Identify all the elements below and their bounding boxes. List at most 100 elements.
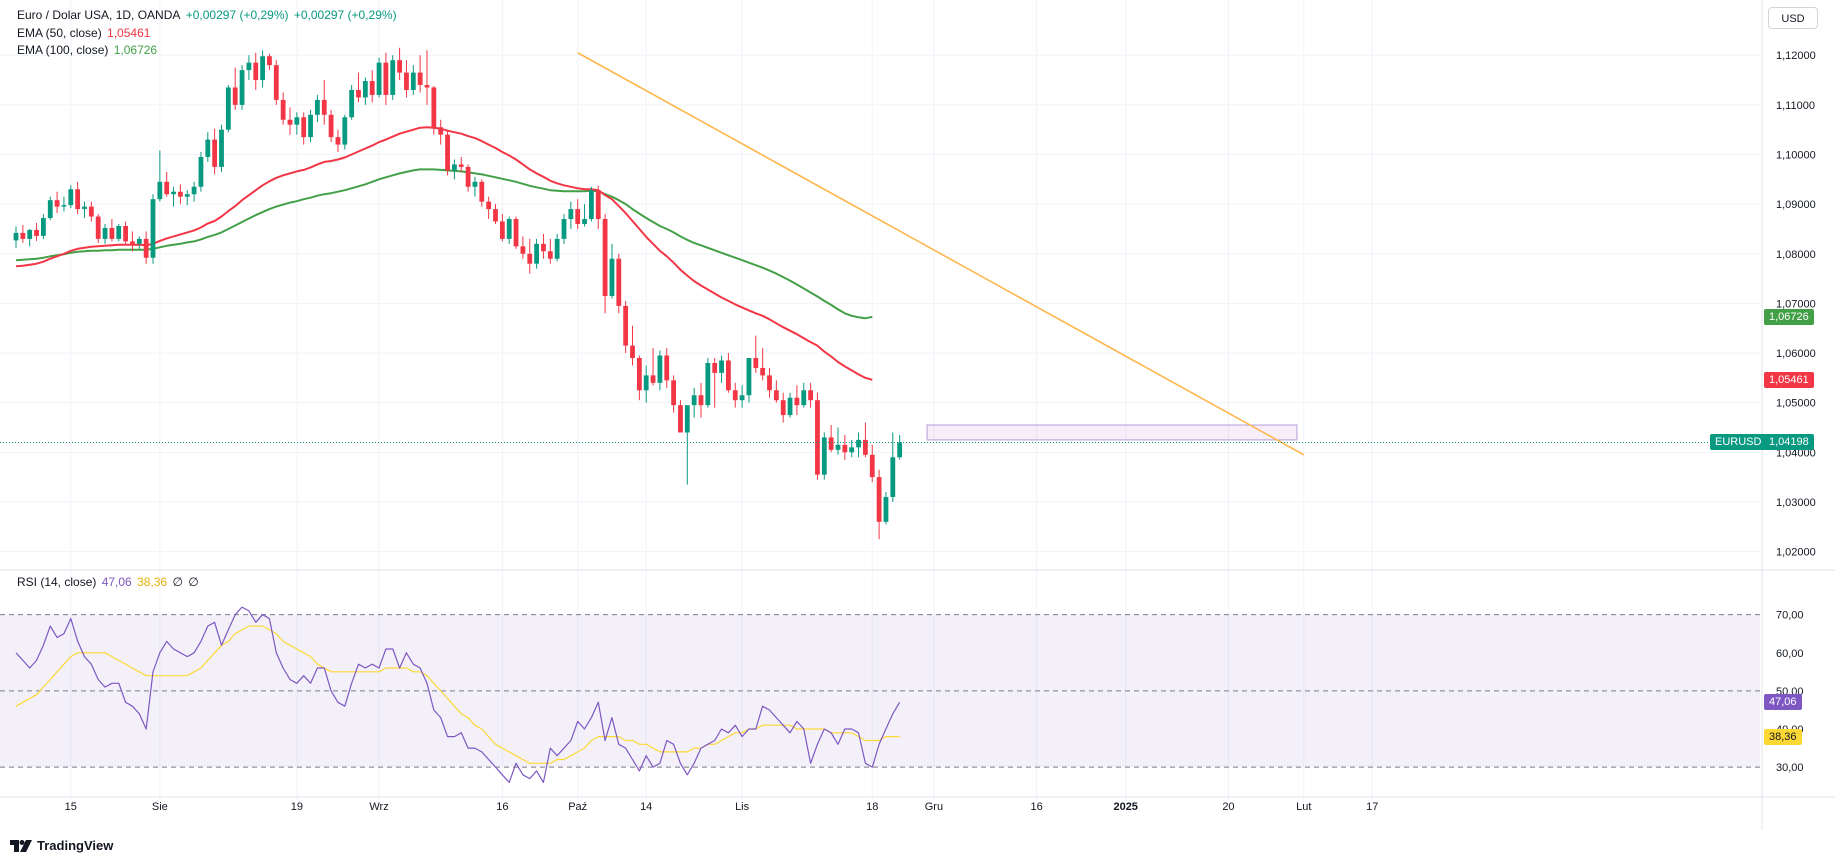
rsi-tick-label: 60,00 <box>1776 648 1804 660</box>
candle-body <box>650 375 656 383</box>
candle-body <box>493 209 498 222</box>
candle <box>82 201 87 219</box>
candle-body <box>219 129 224 167</box>
symbol-legend[interactable]: Euro / Dolar USA, 1D, OANDA +0,00297 (+0… <box>17 7 399 23</box>
candle <box>20 224 26 243</box>
rsi-ma-value-tag: 38,36 <box>1764 728 1802 745</box>
candle <box>616 253 622 314</box>
ema100-value: 1,06726 <box>113 43 158 57</box>
candle <box>267 53 272 71</box>
candle <box>219 124 224 172</box>
candle <box>547 238 553 264</box>
candle-body <box>315 99 320 115</box>
candle <box>499 214 505 242</box>
time-tick-label: Lis <box>735 801 750 813</box>
candle-body <box>34 229 39 236</box>
candle-body <box>232 87 238 105</box>
time-tick-label: Gru <box>925 801 943 813</box>
candle-body <box>102 227 108 239</box>
symbol-title[interactable]: Euro / Dolar USA, 1D, OANDA <box>17 8 181 22</box>
candle-body <box>678 405 683 433</box>
candle-body <box>27 229 33 239</box>
candle <box>349 85 355 120</box>
candle <box>452 159 457 180</box>
support-zone-rect[interactable] <box>926 424 1298 441</box>
ema100-legend[interactable]: EMA (100, close) 1,06726 <box>17 42 159 58</box>
candle <box>136 236 142 249</box>
candle <box>383 52 389 105</box>
last-price-tag: 1,04198 <box>1764 434 1814 451</box>
candle <box>760 348 766 381</box>
candle <box>260 50 265 88</box>
candle <box>424 50 430 105</box>
candle <box>541 233 546 259</box>
candle-body <box>513 219 519 247</box>
axes[interactable]: 1,12000 1,11000 1,10000 1,09000 1,08000 1,070… <box>0 0 1835 830</box>
candle-body <box>698 395 704 406</box>
rsi-label[interactable]: RSI (14, close) <box>17 575 97 589</box>
ema100-label[interactable]: EMA (100, close) <box>17 43 109 57</box>
candle <box>479 179 485 207</box>
candle-body <box>643 375 649 391</box>
candle <box>410 65 416 95</box>
candle-body <box>308 114 313 138</box>
price-tick-label: 1,08000 <box>1776 249 1816 261</box>
ema-lines <box>15 126 873 381</box>
candle <box>47 196 53 221</box>
candle-body <box>671 380 676 406</box>
candle-body <box>75 189 81 210</box>
ema100-line <box>15 168 873 320</box>
candle-body <box>273 65 279 100</box>
time-tick-label: 16 <box>1031 801 1043 813</box>
candle-body <box>472 181 478 187</box>
candle-body <box>739 395 745 401</box>
candle-body <box>732 390 738 401</box>
candle <box>808 382 813 408</box>
candle <box>472 176 478 197</box>
candle-body <box>82 206 87 210</box>
candle <box>650 348 656 386</box>
candle <box>513 216 519 249</box>
price-tick-label: 1,11000 <box>1776 100 1815 112</box>
rsi-legend[interactable]: RSI (14, close) 47,06 38,36 ∅ ∅ <box>17 574 201 590</box>
candle <box>376 57 382 98</box>
candle-body <box>568 209 574 220</box>
candle-body <box>541 243 546 252</box>
time-tick-label: Sie <box>152 801 168 813</box>
candle-body <box>267 56 272 66</box>
candle-body <box>787 397 793 416</box>
candle <box>705 358 711 408</box>
price-change-2: +0,00297 (+0,29%) <box>293 8 397 22</box>
tradingview-logo[interactable]: TradingView <box>10 838 113 853</box>
ema50-price-tag: 1,05461 <box>1764 371 1814 388</box>
time-tick-label: 16 <box>496 801 508 813</box>
candle <box>595 185 601 229</box>
candle <box>253 52 259 90</box>
candle-body <box>684 405 690 433</box>
candle-body <box>349 89 355 118</box>
ema50-legend[interactable]: EMA (50, close) 1,05461 <box>17 25 152 41</box>
tradingview-logo-text: TradingView <box>37 838 114 853</box>
ema50-label[interactable]: EMA (50, close) <box>17 26 102 40</box>
trendline[interactable] <box>577 52 1305 456</box>
candle-body <box>294 117 300 125</box>
candle-body <box>13 232 19 241</box>
downtrend-line[interactable] <box>577 52 1305 456</box>
candle <box>726 353 731 393</box>
candle <box>575 199 581 229</box>
candle <box>828 425 834 453</box>
candle-body <box>616 258 622 306</box>
time-tick-label: 14 <box>640 801 652 813</box>
candle-body <box>712 362 718 373</box>
candle <box>301 112 307 145</box>
candle-body <box>856 439 861 448</box>
candle <box>273 60 279 105</box>
currency-button[interactable]: USD <box>1768 7 1818 29</box>
candle <box>458 156 464 172</box>
candle <box>582 204 587 227</box>
price-zone <box>926 424 1298 441</box>
time-tick-label: Paź <box>568 801 587 813</box>
candle-body <box>719 360 724 373</box>
candle-body <box>602 219 608 296</box>
